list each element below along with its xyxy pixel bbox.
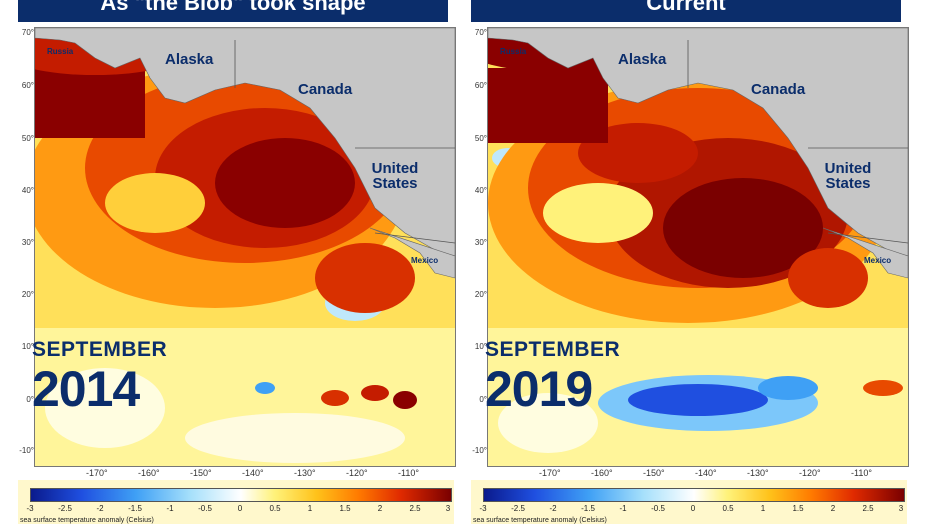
legend-tick: -2 [549, 504, 557, 513]
lat-label: -10° [472, 446, 487, 455]
panel-title: As "the Blob" took shape [100, 0, 366, 15]
legend-tick: 3 [445, 504, 451, 513]
place-label-alaska: Alaska [618, 51, 667, 68]
lon-label: -130° [747, 468, 769, 478]
lat-label: -10° [19, 446, 34, 455]
legend-tick: 3 [898, 504, 904, 513]
lat-label: 20° [474, 290, 487, 299]
panel-title-banner: As "the Blob" took shape [18, 0, 448, 22]
legend-tick: 0 [690, 504, 696, 513]
lon-label: -160° [138, 468, 160, 478]
legend-tick: 0.5 [722, 504, 734, 513]
place-label-russia: Russia [47, 47, 74, 56]
lat-label: 50° [21, 134, 34, 143]
lon-label: -140° [242, 468, 264, 478]
panel-title: Current [646, 0, 726, 15]
legend-tick: -0.5 [198, 504, 212, 513]
legend-tick: -1 [619, 504, 627, 513]
colorbar [483, 488, 905, 502]
lon-label: -110° [398, 468, 419, 478]
lat-label: 0° [479, 395, 487, 404]
lon-label: -150° [643, 468, 665, 478]
place-label-russia: Russia [500, 47, 527, 56]
lat-label: 40° [21, 186, 34, 195]
place-label-mexico: Mexico [864, 256, 892, 265]
lat-label: 60° [474, 81, 487, 90]
lat-label: 30° [21, 238, 34, 247]
lat-label: 0° [26, 395, 34, 404]
panel-2014: As "the Blob" took shape 70° 60° 50° 40°… [12, 0, 462, 524]
lat-label: 40° [474, 186, 487, 195]
legend-tick: 2 [377, 504, 383, 513]
lat-label: 10° [21, 342, 34, 351]
lat-label: 70° [474, 28, 487, 37]
place-label-canada: Canada [751, 81, 806, 98]
color-legend: -3 -2.5 -2 -1.5 -1 -0.5 0 0.5 1 1.5 2 2.… [471, 480, 907, 524]
lat-label: 20° [21, 290, 34, 299]
color-legend: -3 -2.5 -2 -1.5 -1 -0.5 0 0.5 1 1.5 2 2.… [18, 480, 454, 524]
legend-tick: -3 [479, 504, 487, 513]
legend-tick: -2.5 [58, 504, 72, 513]
lon-label: -170° [86, 468, 108, 478]
legend-tick: -1 [166, 504, 174, 513]
legend-tick: 0 [237, 504, 243, 513]
legend-tick: -1.5 [128, 504, 142, 513]
legend-tick: 1.5 [792, 504, 804, 513]
sst-map-graphic [35, 28, 455, 466]
legend-tick: -2.5 [511, 504, 525, 513]
legend-tick: -2 [96, 504, 104, 513]
legend-tick: -0.5 [651, 504, 665, 513]
place-label-mexico: Mexico [411, 256, 439, 265]
lat-label: 70° [21, 28, 34, 37]
legend-caption: sea surface temperature anomaly (Celsius… [20, 517, 154, 524]
legend-tick: -1.5 [581, 504, 595, 513]
month-label: SEPTEMBER [32, 338, 168, 361]
year-label: 2014 [32, 361, 140, 417]
colorbar [30, 488, 452, 502]
legend-tick: 1 [307, 504, 313, 513]
lat-label: 50° [474, 134, 487, 143]
legend-tick: 2.5 [862, 504, 874, 513]
place-label-alaska: Alaska [165, 51, 214, 68]
legend-tick: 0.5 [269, 504, 281, 513]
lat-label: 30° [474, 238, 487, 247]
legend-tick: 2.5 [409, 504, 421, 513]
lat-label: 60° [21, 81, 34, 90]
sst-anomaly-map: Russia Alaska Canada United States Mexic… [487, 27, 909, 467]
lat-label: 10° [474, 342, 487, 351]
place-label-united-states: United States [371, 160, 419, 192]
lon-label: -160° [591, 468, 613, 478]
sst-anomaly-map: Russia Alaska Canada United States Mexic… [34, 27, 456, 467]
lon-label: -120° [799, 468, 821, 478]
lon-label: -110° [851, 468, 872, 478]
year-label: 2019 [485, 361, 593, 417]
panel-2019: Current 70° 60° 50° 40° 30° 20° 10° 0° -… [465, 0, 915, 524]
lon-label: -140° [695, 468, 717, 478]
lon-label: -130° [294, 468, 316, 478]
legend-tick: 1 [760, 504, 766, 513]
lon-label: -150° [190, 468, 212, 478]
place-label-canada: Canada [298, 81, 353, 98]
month-label: SEPTEMBER [485, 338, 621, 361]
sst-map-graphic [488, 28, 908, 466]
place-label-united-states: United States [824, 160, 872, 192]
legend-tick: -3 [26, 504, 34, 513]
legend-tick: 1.5 [339, 504, 351, 513]
panel-title-banner: Current [471, 0, 901, 22]
legend-tick: 2 [830, 504, 836, 513]
lon-label: -120° [346, 468, 368, 478]
lon-label: -170° [539, 468, 561, 478]
legend-caption: sea surface temperature anomaly (Celsius… [473, 517, 607, 524]
